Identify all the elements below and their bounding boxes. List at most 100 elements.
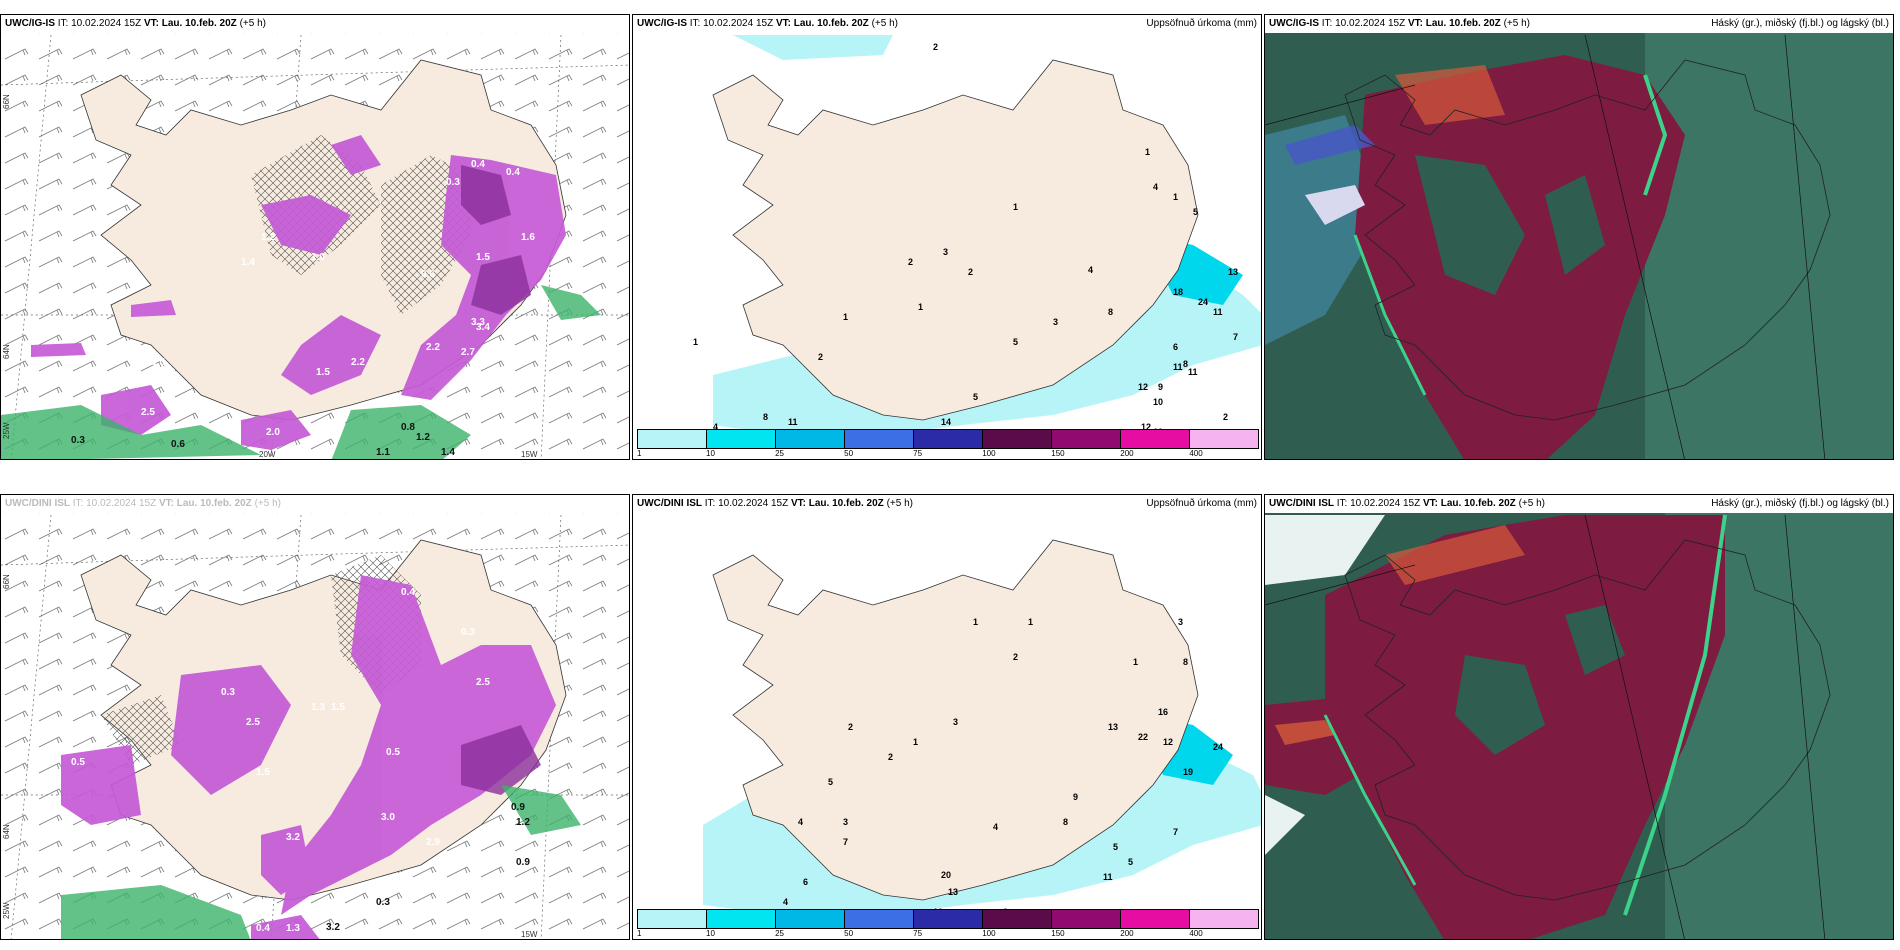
vt-label: VT: <box>143 18 159 29</box>
precip-value: 11 <box>1213 307 1223 317</box>
lat-label: 64N <box>2 344 11 359</box>
init-time: 10.02.2024 15Z <box>1335 18 1406 29</box>
iceland-outline <box>1344 59 1831 421</box>
precip-value: 2.9 <box>426 837 440 848</box>
precip-value: 3 <box>843 817 848 827</box>
model-name: UWC/IG-IS <box>5 18 55 29</box>
colorbar-bin <box>638 910 707 928</box>
iceland-land <box>712 59 1199 421</box>
precip-value: 8 <box>763 412 768 422</box>
precip-value: 2.2 <box>351 357 365 368</box>
precip-value: 1 <box>1145 147 1150 157</box>
colorbar-bin <box>845 430 914 448</box>
lead-time: (+5 h) <box>886 498 913 509</box>
colorbar-bin <box>638 430 707 448</box>
model-name: UWC/DINI ISL <box>5 498 70 509</box>
valid-time: Lau. 10.feb. 20Z <box>161 18 237 29</box>
colorbar-tick: 75 <box>913 929 923 938</box>
init-time: 10.02.2024 15Z <box>1350 498 1421 509</box>
colorbar-tick: 10 <box>706 449 715 458</box>
precip-value: 12 <box>1141 422 1151 432</box>
panel-header: UWC/IG-IS IT: 10.02.2024 15Z VT: Lau. 10… <box>633 15 1261 33</box>
valid-time: Lau. 10.feb. 20Z <box>808 498 884 509</box>
model-name: UWC/DINI ISL <box>1269 498 1334 509</box>
init-time: 10.02.2024 15Z <box>86 498 157 509</box>
precip-value: 1 <box>918 302 923 312</box>
precip-value: 11 <box>1103 872 1113 882</box>
colorbar-tick: 200 <box>1120 449 1134 458</box>
precip-value: 0.3 <box>461 627 475 638</box>
precip-value: 2.5 <box>246 717 260 728</box>
precip-value: 4 <box>783 897 788 907</box>
precip-value: 0.4 <box>256 923 270 934</box>
it-label: IT: <box>72 498 84 509</box>
precip-value: 2.0 <box>266 427 280 438</box>
iceland-land <box>712 539 1199 901</box>
precip-value: 1.4 <box>241 257 255 268</box>
precip-value: 2 <box>908 257 913 267</box>
precip-value: 0.6 <box>171 439 185 450</box>
panel-header: UWC/IG-IS IT: 10.02.2024 15Z VT: Lau. 10… <box>1 15 629 33</box>
colorbar-tick: 1 <box>637 929 642 938</box>
map-canvas: 1 1 2 1 3 2 1 3 8 16 24 19 13 22 12 9 8 … <box>633 495 1261 939</box>
lead-time: (+5 h) <box>239 18 266 29</box>
field-title: Uppsöfnuð úrkoma (mm) <box>1146 18 1257 29</box>
init-time: 10.02.2024 15Z <box>718 498 789 509</box>
lead-time: (+5 h) <box>1518 498 1545 509</box>
precip-value: 1 <box>1028 617 1033 627</box>
precip-value: 0.9 <box>516 857 530 868</box>
precip-value: 24 <box>1198 297 1208 307</box>
vt-label: VT: <box>158 498 174 509</box>
panel-header: UWC/DINI ISL IT: 10.02.2024 15Z VT: Lau.… <box>1265 495 1893 513</box>
map-panel-ig-is-accum-precip: UWC/IG-IS IT: 10.02.2024 15Z VT: Lau. 10… <box>632 14 1262 460</box>
vt-label: VT: <box>1407 18 1423 29</box>
model-name: UWC/DINI ISL <box>637 498 702 509</box>
model-name: UWC/IG-IS <box>637 18 687 29</box>
precip-value: 7 <box>843 837 848 847</box>
colorbar-tick: 150 <box>1051 449 1065 458</box>
precip-value: 1.6 <box>521 232 535 243</box>
precip-value: 1 <box>693 337 698 347</box>
precip-value: 1.0 <box>311 252 325 263</box>
colorbar-tick: 25 <box>775 929 784 938</box>
precip-value: 0.4 <box>506 167 520 178</box>
precip-value: 11 <box>1173 362 1183 372</box>
colorbar-ticks: 1 10 25 50 75 100 150 200 400 <box>637 929 1259 939</box>
field-title: Háský (gr.), miðský (fj.bl.) og lágský (… <box>1711 498 1889 509</box>
map-panel-ig-is-precip-wind: UWC/IG-IS IT: 10.02.2024 15Z VT: Lau. 10… <box>0 14 630 460</box>
precip-value: 13 <box>1108 722 1118 732</box>
precip-value: 2 <box>933 42 938 52</box>
precip-fields <box>61 575 556 939</box>
precip-value: 2 <box>818 352 823 362</box>
precip-value: 0.4 <box>471 159 485 170</box>
colorbar-tick: 50 <box>844 449 854 458</box>
precip-value: 6 <box>1173 342 1178 352</box>
it-label: IT: <box>704 498 716 509</box>
precip-value: 5 <box>1113 842 1118 852</box>
precip-value: 2 <box>1013 652 1018 662</box>
map-canvas <box>1265 495 1893 939</box>
precip-value: 5 <box>1013 337 1018 347</box>
precip-value: 11 <box>788 417 798 427</box>
precip-value: 14 <box>941 417 951 427</box>
colorbar-bin <box>707 910 776 928</box>
precip-value: 12 <box>1138 382 1148 392</box>
init-time: 10.02.2024 15Z <box>71 18 142 29</box>
precip-value: 2 <box>968 267 973 277</box>
precip-value: 3 <box>943 247 948 257</box>
map-panel-dini-precip-wind: UWC/DINI ISL IT: 10.02.2024 15Z VT: Lau.… <box>0 494 630 940</box>
colorbar-bin <box>1121 430 1190 448</box>
precip-value: 0.3 <box>376 897 390 908</box>
colorbar-bin <box>1190 910 1258 928</box>
field-title: Háský (gr.), miðský (fj.bl.) og lágský (… <box>1711 18 1889 29</box>
precip-value: 0.8 <box>401 422 415 433</box>
colorbar-bin <box>983 910 1052 928</box>
precip-value: 5 <box>973 392 978 402</box>
precip-value: 4 <box>713 422 718 432</box>
precip-value: 20 <box>941 870 951 880</box>
colorbar-tick: 400 <box>1189 449 1203 458</box>
colorbar-bin <box>776 430 845 448</box>
precip-value: 5 <box>828 777 833 787</box>
precip-labels: 0.4 0.3 2.5 1.3 1.5 0.5 0.3 3.0 3.2 2.5 … <box>71 587 530 934</box>
colorbar <box>637 909 1259 929</box>
